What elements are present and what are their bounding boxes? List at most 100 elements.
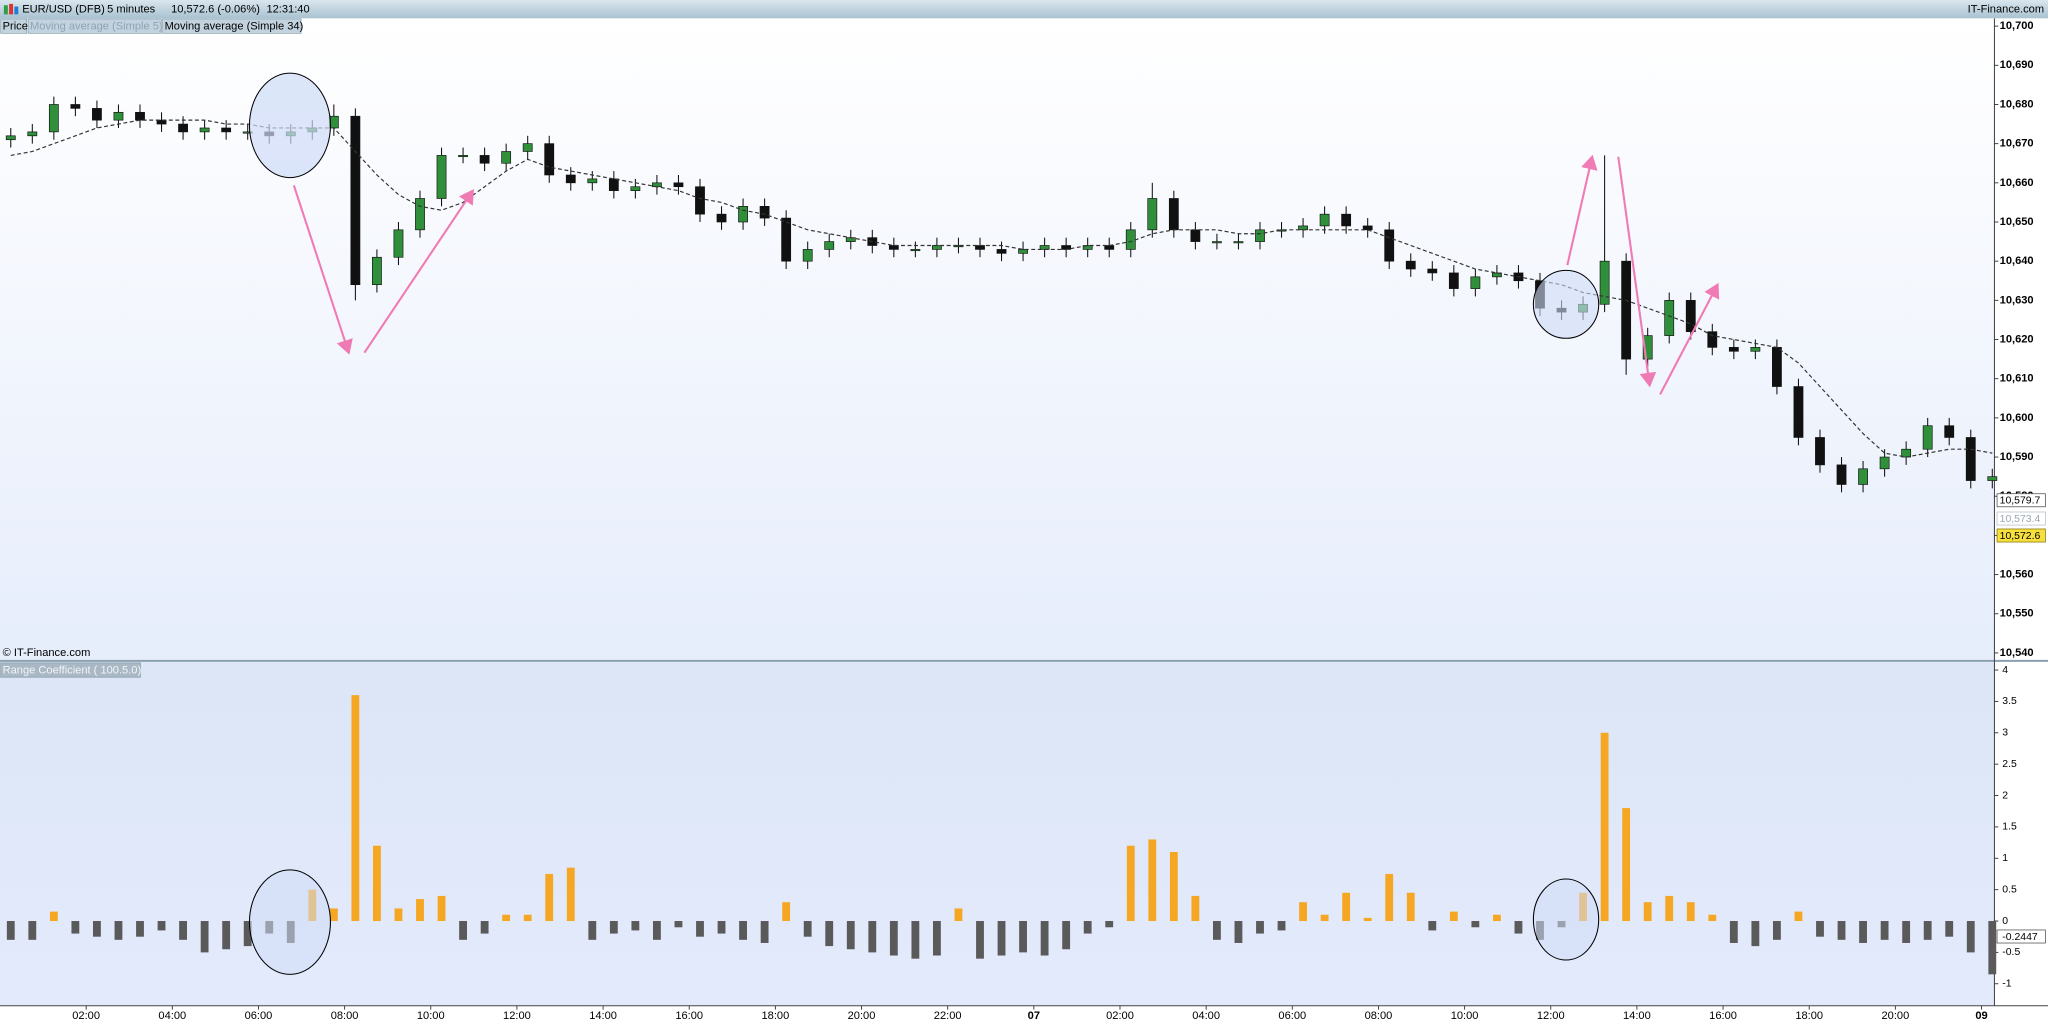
y-tick-label: 10,650 [2000, 216, 2034, 228]
candle-body [888, 245, 899, 250]
y-tick-label: 10,670 [2000, 138, 2034, 150]
y-tick-label: 2 [2002, 790, 2008, 801]
y-tick-label: 1 [2002, 853, 2008, 864]
histogram-bar [1299, 902, 1307, 922]
histogram-bar [93, 921, 101, 937]
candle-body [695, 186, 705, 215]
histogram-bar [222, 921, 231, 950]
candle-body [1362, 225, 1373, 231]
candle-body [48, 104, 59, 133]
histogram-bar [1600, 732, 1609, 922]
candle-body [1621, 260, 1632, 360]
histogram-bar [71, 921, 80, 934]
candle-body [565, 174, 576, 184]
candle-body [802, 249, 813, 262]
histogram-bar [782, 902, 791, 922]
indicator-title[interactable]: Range Coefficient ( 100.5.0) [3, 665, 142, 677]
x-tick-label: 18:00 [761, 1010, 789, 1022]
tab[interactable] [0, 18, 28, 34]
value-tag-box [1996, 929, 2046, 944]
y-tick-label: 10,700 [2000, 20, 2034, 32]
histogram-bar [480, 921, 489, 934]
x-tick-label: 20:00 [1881, 1010, 1909, 1022]
y-tick-label: -1 [2002, 979, 2011, 990]
candle-body [156, 119, 167, 125]
tab[interactable] [27, 18, 162, 34]
tab-label[interactable]: Moving average (Simple 34) [165, 21, 304, 33]
histogram-bar [696, 921, 704, 937]
histogram-bar [1406, 892, 1415, 922]
histogram-bar [1794, 911, 1803, 922]
tab-label[interactable]: Price [3, 21, 28, 33]
x-tick-label: 02:00 [72, 1010, 100, 1022]
histogram-bar [609, 921, 618, 934]
y-tick-label: 10,610 [2000, 373, 2034, 385]
y-tick-label: 0.5 [2002, 884, 2017, 895]
histogram-bar [1751, 921, 1760, 947]
tab-label[interactable]: Moving average (Simple 5) [30, 21, 163, 33]
candle-body [1341, 213, 1352, 227]
candle-body [673, 182, 684, 188]
candle-body [824, 241, 835, 250]
histogram-bar [1966, 921, 1975, 953]
candle-body [910, 249, 921, 252]
candle-body [1405, 260, 1416, 270]
histogram-bar [1988, 921, 1997, 975]
candle-body [1147, 198, 1158, 231]
histogram-bar [373, 845, 381, 922]
candle-body [1125, 229, 1136, 250]
indicator-tab[interactable] [0, 662, 141, 678]
histogram-bar [1428, 921, 1437, 931]
histogram-bar [653, 921, 661, 940]
interval: 5 minutes [107, 4, 156, 16]
annotations [248, 72, 1720, 975]
candle-body [544, 143, 555, 176]
histogram-bar [545, 873, 554, 922]
candle-body [1815, 437, 1825, 466]
candle-body [975, 245, 985, 250]
histogram-bar [1902, 921, 1911, 943]
histogram-bar [1686, 902, 1695, 922]
x-tick-label: 02:00 [1106, 1010, 1134, 1022]
histogram-bar [437, 895, 446, 922]
candle-body [781, 217, 792, 262]
y-tick-label: -0.5 [2002, 947, 2020, 958]
candle-body [415, 198, 425, 231]
candle-body [1104, 245, 1115, 250]
y-tick-label: 10,590 [2000, 451, 2034, 463]
y-tick-label: 0 [2002, 916, 2008, 927]
x-tick-label: 18:00 [1795, 1010, 1823, 1022]
candle-body [221, 127, 232, 133]
histogram-bar [1643, 902, 1652, 922]
candle-body [1772, 347, 1782, 387]
histogram-bar [1945, 921, 1954, 937]
candle-body [27, 131, 38, 137]
histogram-bar [502, 914, 511, 922]
histogram-bar [1234, 921, 1243, 943]
candle-body [1944, 425, 1955, 438]
histogram-bar [717, 921, 726, 934]
histogram-bar [1019, 921, 1027, 953]
histogram-bar [825, 921, 834, 947]
candle-body [1664, 300, 1675, 336]
histogram-bar [868, 921, 877, 953]
histogram-bar [911, 921, 920, 959]
histogram-bar [1212, 921, 1221, 940]
histogram-bar [28, 921, 37, 940]
trend-arrow [1659, 282, 1720, 395]
histogram-bar [1729, 921, 1738, 943]
candle-body [608, 178, 619, 191]
histogram-bar [566, 867, 575, 922]
candle-body [587, 178, 598, 184]
tab[interactable] [162, 18, 302, 34]
histogram-bar [243, 921, 252, 947]
x-tick-label: 20:00 [848, 1010, 876, 1022]
x-tick-label: 08:00 [331, 1010, 359, 1022]
x-tick-label: 06:00 [1278, 1010, 1306, 1022]
candle-body [178, 123, 188, 133]
logo-part [14, 6, 19, 15]
candle-body [70, 104, 81, 109]
histogram-bar [49, 911, 58, 922]
candle-body [372, 256, 382, 286]
